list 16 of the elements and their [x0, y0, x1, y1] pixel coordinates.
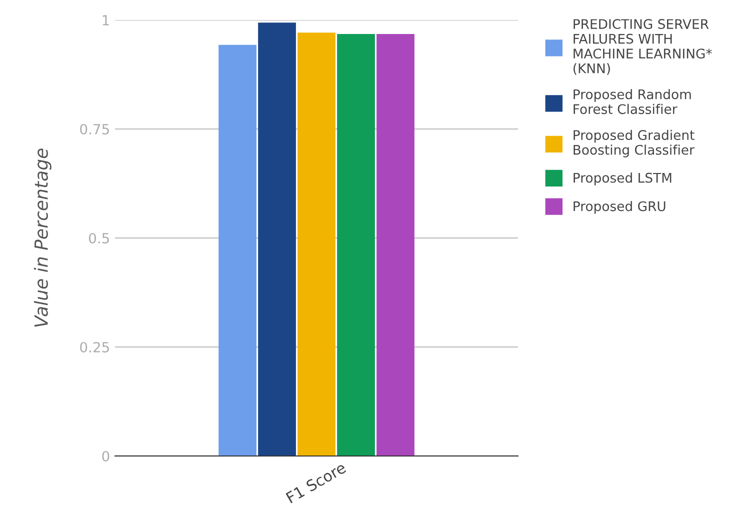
bar [337, 34, 375, 456]
y-axis-title: Value in Percentage [34, 148, 52, 327]
bar [376, 34, 414, 456]
bar [218, 44, 256, 456]
bar [298, 32, 336, 456]
legend-label: Proposed GRU [574, 200, 666, 214]
y-tick-label: 0.25 [80, 342, 109, 352]
legend-label: Proposed Random Forest Classifier [574, 89, 691, 114]
y-tick-label: 0.75 [80, 124, 109, 134]
legend-label: PREDICTING SERVER FAILURES WITH MACHINE LEARNING* (KNN) [574, 19, 712, 75]
y-tick-label: 0.5 [88, 232, 109, 244]
legend-label: Proposed Gradient Boosting Classifier [574, 130, 694, 158]
bar [258, 22, 296, 456]
y-tick-label: 0 [102, 450, 110, 462]
legend-label: Proposed LSTM [574, 172, 672, 186]
y-tick-label: 1 [102, 15, 109, 26]
